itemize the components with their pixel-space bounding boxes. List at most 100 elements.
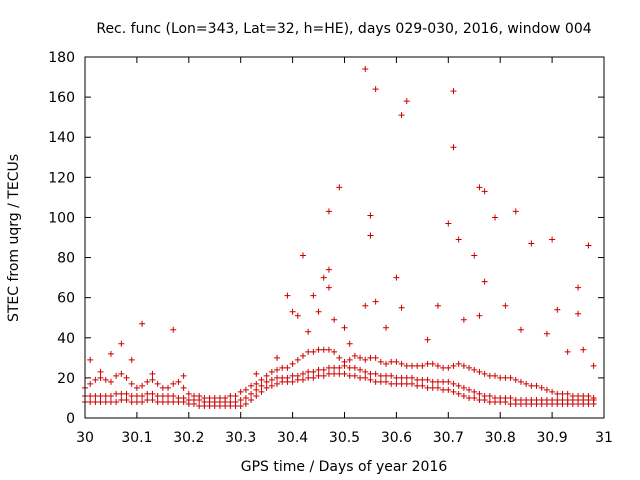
data-point	[315, 346, 322, 353]
data-point	[460, 384, 467, 391]
data-point	[471, 252, 478, 259]
axis-ticks: 30 30.1 30.2 30.3 30.4 30.5 30.6 30.7 30.8 30.9 31…	[48, 50, 613, 446]
data-point	[367, 354, 374, 361]
data-point	[248, 390, 255, 397]
y-axis-label: STEC from uqrg / TECUs	[6, 154, 22, 322]
data-point	[196, 392, 203, 399]
data-point	[346, 372, 353, 379]
data-point	[372, 298, 379, 305]
data-point	[383, 372, 390, 379]
data-point	[310, 368, 317, 375]
data-point	[440, 378, 447, 385]
data-point	[538, 384, 545, 391]
data-point	[466, 386, 473, 393]
data-point	[107, 398, 114, 405]
data-point	[502, 302, 509, 309]
data-point	[144, 378, 151, 385]
x-tick-label: 30.3	[225, 430, 256, 446]
data-point	[403, 98, 410, 105]
data-point	[305, 328, 312, 335]
data-point	[216, 394, 223, 401]
data-point	[232, 392, 239, 399]
data-point	[331, 316, 338, 323]
data-point	[575, 284, 582, 291]
data-point	[471, 388, 478, 395]
data-point	[341, 324, 348, 331]
data-point	[107, 392, 114, 399]
data-point	[408, 374, 415, 381]
y-tick-label: 140	[48, 130, 75, 146]
data-point	[102, 398, 109, 405]
data-point	[445, 364, 452, 371]
data-point	[92, 392, 99, 399]
data-point	[450, 144, 457, 151]
data-point	[455, 390, 462, 397]
data-point	[294, 312, 301, 319]
data-point	[325, 266, 332, 273]
data-point	[315, 366, 322, 373]
data-point	[336, 370, 343, 377]
data-point	[87, 398, 94, 405]
y-tick-label: 0	[66, 411, 75, 427]
data-point	[471, 394, 478, 401]
data-point	[414, 376, 421, 383]
data-point	[331, 370, 338, 377]
data-point	[367, 370, 374, 377]
data-point	[242, 400, 249, 407]
data-point	[471, 366, 478, 373]
data-point	[393, 380, 400, 387]
data-point	[165, 398, 172, 405]
data-point	[299, 370, 306, 377]
data-point	[253, 386, 260, 393]
data-point	[351, 372, 358, 379]
data-point	[113, 372, 120, 379]
y-tick-label: 160	[48, 90, 75, 106]
y-tick-label: 180	[48, 50, 75, 66]
data-point	[533, 382, 540, 389]
data-point	[580, 392, 587, 399]
plot-frame	[84, 56, 605, 419]
data-point	[253, 380, 260, 387]
data-point	[263, 372, 270, 379]
data-point	[492, 214, 499, 221]
data-point	[372, 86, 379, 93]
data-point	[440, 364, 447, 371]
data-point	[377, 378, 384, 385]
x-tick-label: 30.1	[121, 430, 152, 446]
data-point	[341, 358, 348, 365]
data-point	[492, 394, 499, 401]
data-point	[139, 392, 146, 399]
data-point	[414, 382, 421, 389]
data-point	[284, 292, 291, 299]
y-tick-label: 20	[57, 371, 75, 387]
data-point	[559, 396, 566, 403]
data-point	[299, 252, 306, 259]
data-point	[398, 112, 405, 119]
data-point	[424, 384, 431, 391]
data-point	[107, 378, 114, 385]
data-point	[175, 378, 182, 385]
data-point	[201, 394, 208, 401]
data-point	[97, 392, 104, 399]
data-point	[419, 376, 426, 383]
data-point	[305, 374, 312, 381]
data-point	[284, 374, 291, 381]
data-point	[507, 394, 514, 401]
data-point	[320, 366, 327, 373]
data-point	[305, 348, 312, 355]
data-point	[274, 380, 281, 387]
data-point	[128, 398, 135, 405]
data-point	[517, 396, 524, 403]
data-point	[372, 370, 379, 377]
data-point	[97, 398, 104, 405]
data-point	[341, 370, 348, 377]
data-point	[528, 396, 535, 403]
data-point	[398, 374, 405, 381]
data-point	[419, 362, 426, 369]
data-point	[351, 364, 358, 371]
data-point	[294, 372, 301, 379]
data-point	[408, 362, 415, 369]
data-point	[315, 372, 322, 379]
data-point	[336, 184, 343, 191]
y-tick-label: 40	[57, 331, 75, 347]
